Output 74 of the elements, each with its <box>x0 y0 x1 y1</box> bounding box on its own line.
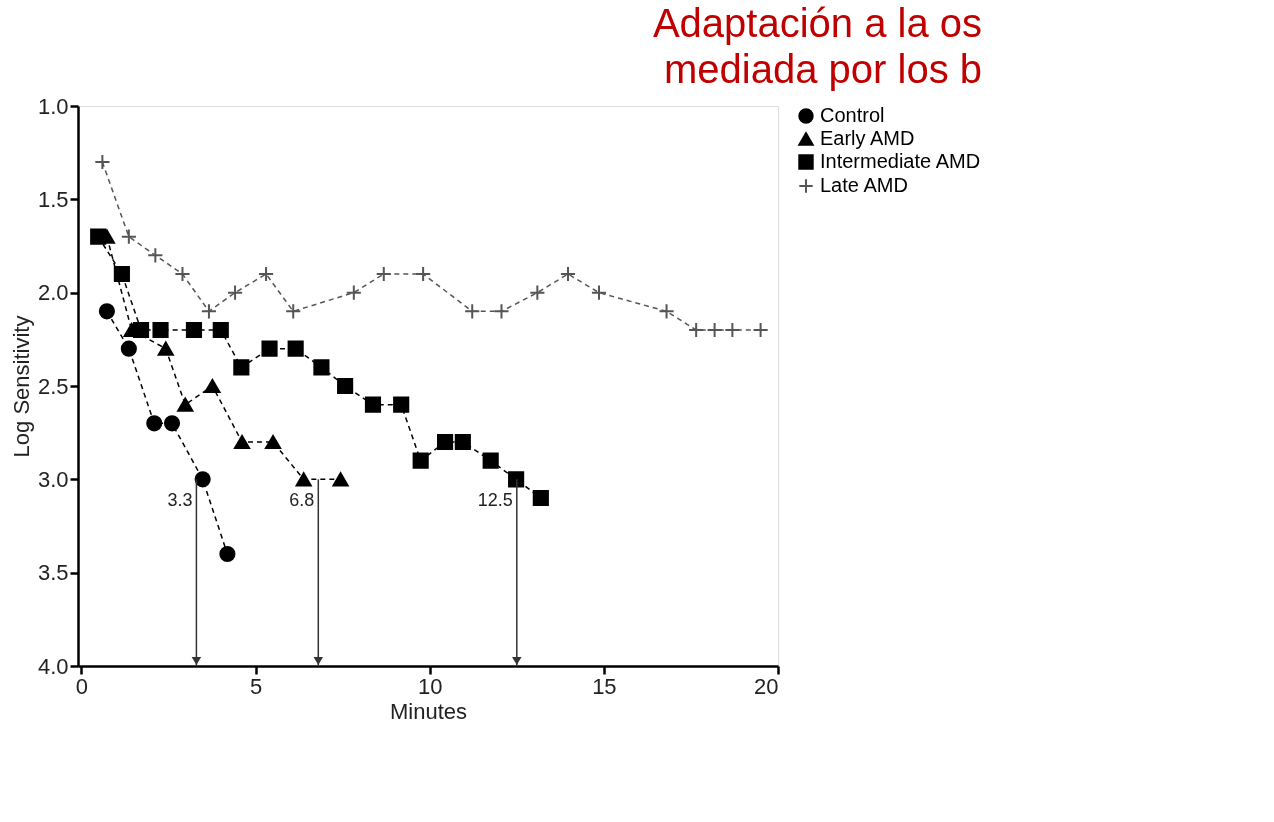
point <box>658 303 675 320</box>
point <box>724 321 741 339</box>
point <box>261 340 278 357</box>
point <box>219 545 236 563</box>
point <box>559 265 577 283</box>
point <box>94 153 111 171</box>
point <box>204 378 221 394</box>
point <box>482 452 499 469</box>
point <box>375 265 392 283</box>
y-tick-label: 3.0 <box>37 466 69 492</box>
x-tick-label: 10 <box>418 673 443 699</box>
point <box>532 489 549 507</box>
y-tick-label: 1.0 <box>37 93 69 119</box>
point <box>233 434 251 450</box>
point <box>98 303 115 320</box>
point <box>113 265 130 283</box>
point <box>163 415 181 432</box>
point <box>529 284 546 301</box>
point <box>295 472 312 487</box>
y-tick-label: 4.0 <box>37 653 69 679</box>
y-tick-label: 2.5 <box>37 373 69 399</box>
legend-label: Control <box>820 104 885 126</box>
point <box>393 396 410 413</box>
x-tick-label: 5 <box>249 673 263 699</box>
point <box>233 359 250 376</box>
x-tick-label: 20 <box>754 673 779 699</box>
point <box>157 341 174 356</box>
annotation: 12.5 <box>477 490 513 511</box>
point <box>264 434 282 450</box>
point <box>194 471 211 488</box>
x-axis-title: Minutes <box>389 698 468 724</box>
annotation: 3.3 <box>167 490 193 511</box>
point <box>212 321 229 339</box>
point <box>185 321 203 339</box>
point <box>226 284 244 301</box>
y-axis-title: Log Sensitivity <box>8 315 34 458</box>
point <box>590 284 608 301</box>
point <box>412 452 429 469</box>
x-tick-label: 15 <box>592 673 617 699</box>
point <box>752 321 769 339</box>
point <box>146 415 163 432</box>
point <box>493 303 510 320</box>
point <box>436 433 454 451</box>
point <box>706 321 723 339</box>
point <box>257 265 275 283</box>
legend-label: Late AMD <box>820 174 908 196</box>
point <box>200 303 218 320</box>
y-tick-label: 1.5 <box>37 186 69 212</box>
point <box>120 228 137 245</box>
point <box>345 284 362 301</box>
annotation: 6.8 <box>289 490 315 511</box>
x-tick-label: 0 <box>75 673 89 699</box>
point <box>313 359 330 376</box>
point <box>120 340 137 357</box>
point <box>332 472 349 487</box>
point <box>174 265 191 283</box>
y-tick-label: 2.0 <box>37 280 69 306</box>
point <box>152 321 169 339</box>
point <box>147 247 164 264</box>
point <box>464 303 481 320</box>
point <box>688 321 705 339</box>
legend-label: Early AMD <box>820 127 915 149</box>
point <box>454 433 471 451</box>
point <box>415 265 432 283</box>
point <box>364 396 382 413</box>
point <box>132 321 150 339</box>
point <box>287 340 304 357</box>
point <box>177 397 194 412</box>
y-tick-label: 3.5 <box>37 560 69 586</box>
chart-title: Adaptación a la os mediada por los b <box>652 1 982 91</box>
point <box>285 303 302 320</box>
point <box>337 377 354 395</box>
point <box>90 228 107 245</box>
legend-label: Intermediate AMD <box>820 150 981 172</box>
